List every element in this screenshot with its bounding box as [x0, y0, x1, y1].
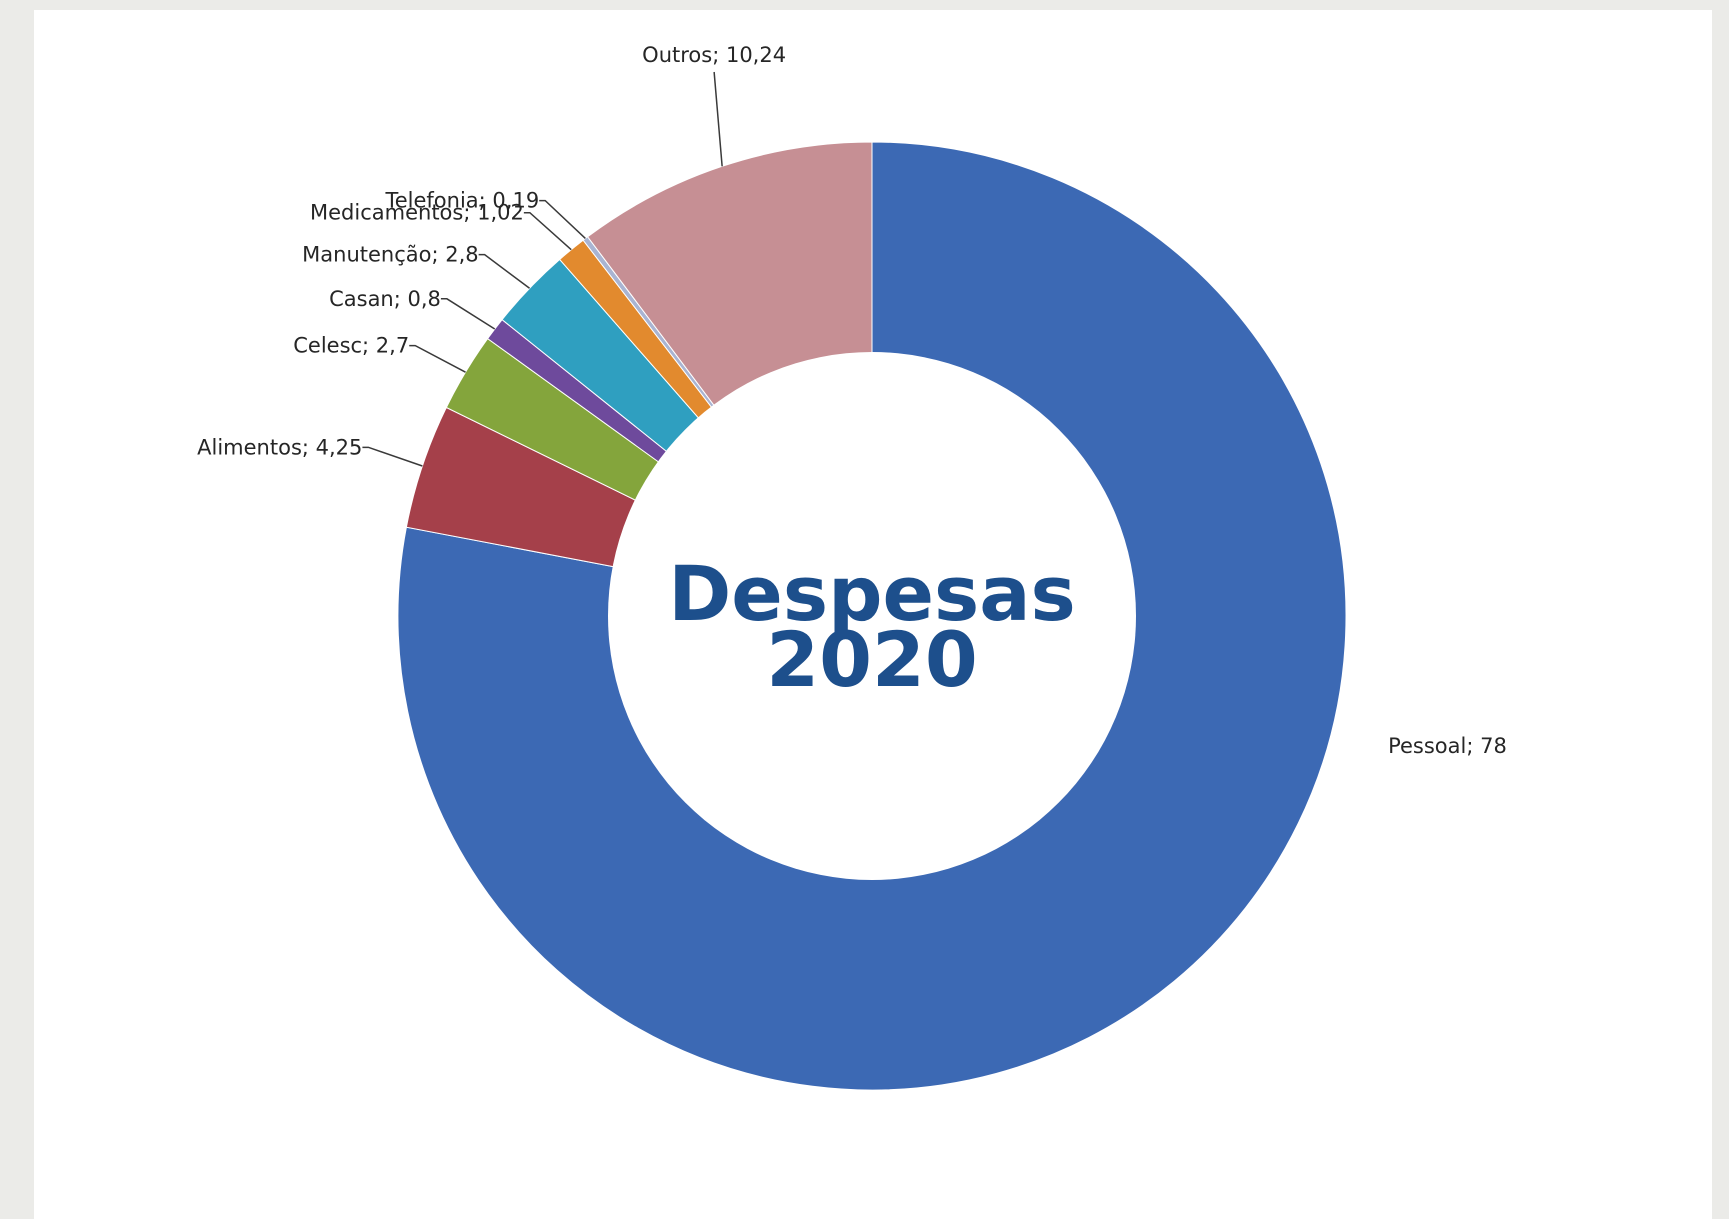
center-title-line-1: Despesas — [668, 549, 1076, 638]
leader-telefonia — [539, 199, 586, 240]
slice-labels: Pessoal; 78 Alimentos; 4,25 Celesc; 2,7 Cas… — [197, 43, 1507, 758]
chart-panel: Pessoal; 78 Alimentos; 4,25 Celesc; 2,7 Cas… — [34, 10, 1712, 1219]
leader-lines — [362, 71, 723, 467]
leader-casan — [440, 298, 496, 330]
donut-chart: Pessoal; 78 Alimentos; 4,25 Celesc; 2,7 Cas… — [197, 43, 1507, 1091]
donut-hole — [608, 352, 1136, 880]
label-pessoal: Pessoal; 78 — [1388, 734, 1507, 758]
label-celesc: Celesc; 2,7 — [293, 334, 409, 358]
slice-pessoal — [397, 141, 1347, 1091]
leader-medicamentos — [523, 211, 572, 251]
label-manutencao: Manutenção; 2,8 — [302, 243, 478, 267]
leader-celesc — [409, 344, 466, 373]
label-outros: Outros; 10,24 — [642, 43, 786, 67]
leader-outros — [713, 71, 723, 167]
label-medicamentos: Medicamentos; 1,02 — [310, 201, 524, 225]
label-telefonia: Telefonia; 0,19 — [384, 189, 539, 213]
label-casan: Casan; 0,8 — [329, 287, 441, 311]
leader-alimentos — [362, 446, 423, 467]
label-alimentos: Alimentos; 4,25 — [197, 435, 362, 459]
center-title-line-2: 2020 — [766, 615, 978, 704]
leader-manutencao — [478, 253, 530, 289]
